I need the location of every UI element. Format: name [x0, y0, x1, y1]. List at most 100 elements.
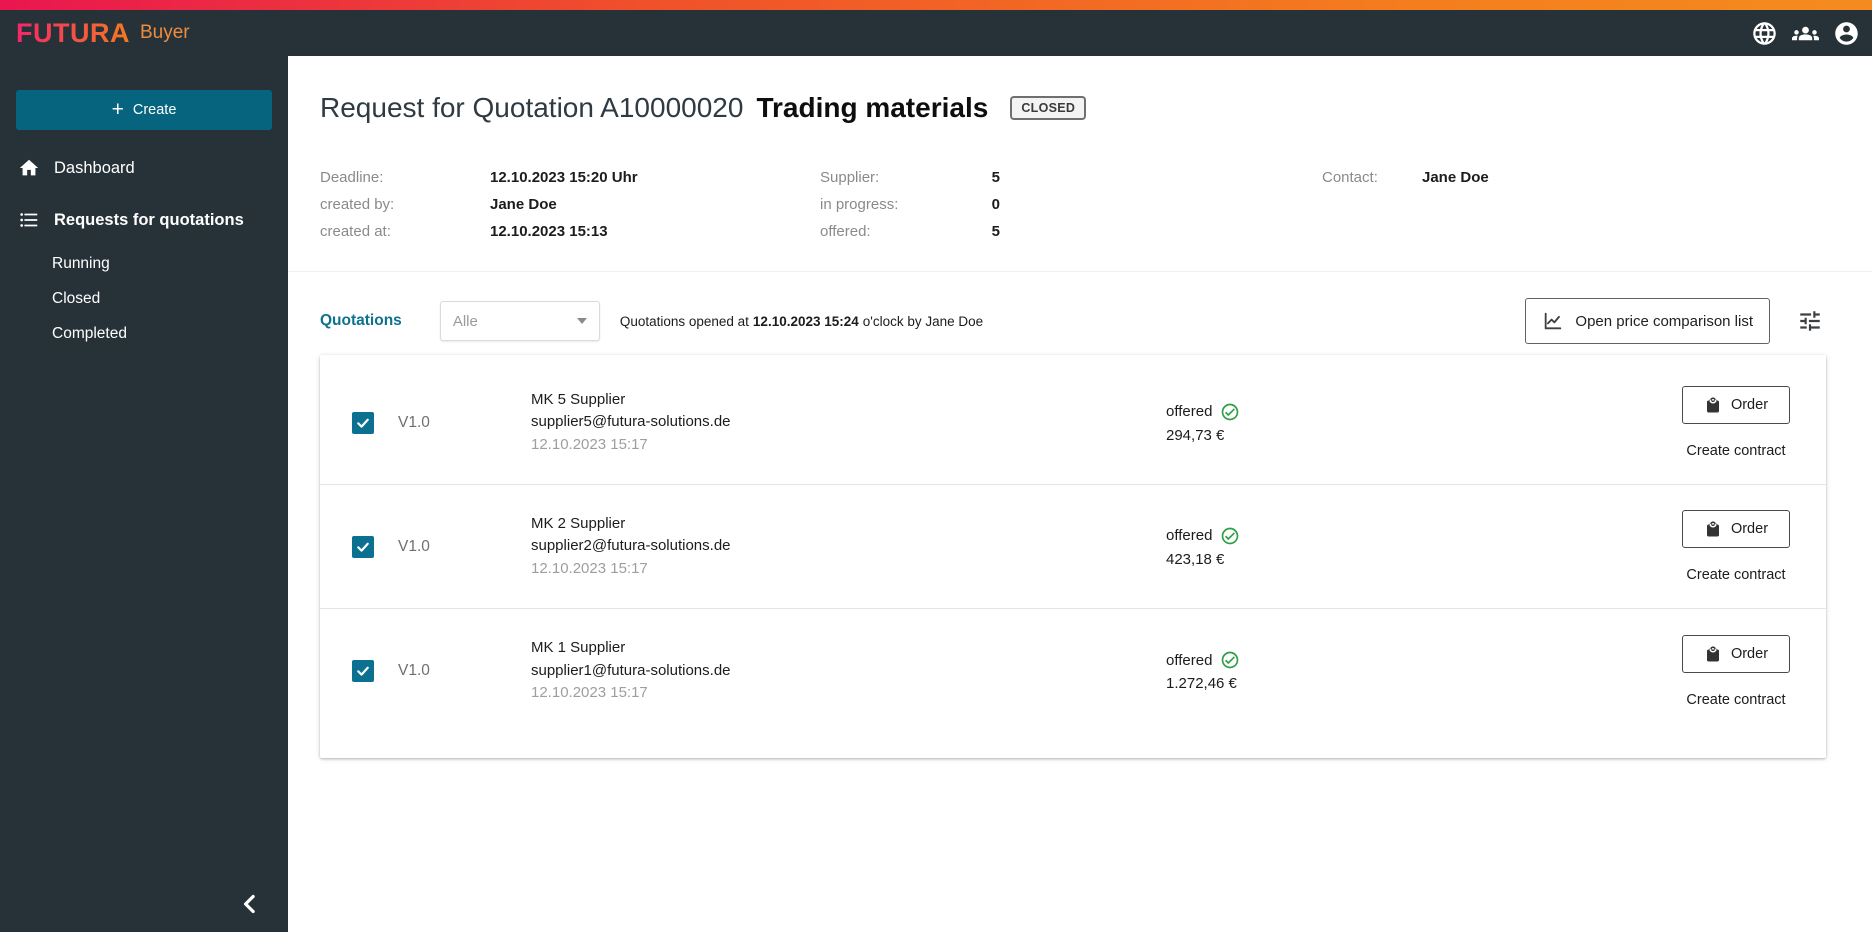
submitted-date: 12.10.2023 15:17: [531, 559, 648, 577]
version-label: V1.0: [398, 413, 430, 431]
offer-price: 1.272,46 €: [1166, 675, 1237, 692]
opened-prefix: Quotations opened at: [619, 313, 749, 329]
offer-status: offered 294,73 €: [1166, 402, 1240, 444]
main-content: Request for Quotation A10000020 Trading …: [288, 56, 1872, 932]
list-icon: [20, 213, 38, 227]
check-icon: [357, 666, 369, 676]
filter-settings-button[interactable]: [1794, 305, 1826, 337]
meta-label: created at:: [320, 223, 391, 240]
meta-section: Deadline: 12.10.2023 15:20 Uhr created by…: [320, 164, 1826, 245]
filter-selected-value: Alle: [452, 312, 478, 330]
supplier-email: supplier2@futura-solutions.de: [531, 537, 731, 555]
meta-column-dates: Deadline: 12.10.2023 15:20 Uhr created by…: [320, 164, 820, 245]
meta-value: 5: [991, 169, 1000, 186]
quotations-card: V1.0 MK 5 Supplier supplier5@futura-solu…: [320, 355, 1826, 758]
order-button[interactable]: Order: [1682, 386, 1790, 424]
shopping-bag-icon: [1706, 646, 1719, 661]
row-checkbox[interactable]: [352, 660, 374, 682]
opened-info-text: Quotations opened at 12.10.2023 15:24 o'…: [620, 314, 983, 329]
supplier-info: MK 2 Supplier supplier2@futura-solutions…: [531, 513, 731, 581]
tune-icon: [1800, 311, 1820, 331]
submitted-date: 12.10.2023 15:17: [531, 684, 648, 702]
status-label: offered: [1166, 403, 1213, 420]
section-divider: [288, 271, 1872, 272]
create-contract-link[interactable]: Create contract: [1686, 567, 1786, 583]
offer-price: 423,18 €: [1166, 550, 1225, 568]
toolbar-right: Open price comparison list: [1525, 298, 1826, 344]
sidebar-item-label: Dashboard: [54, 158, 135, 177]
offer-status: offered 423,18 €: [1166, 526, 1240, 568]
meta-value: 12.10.2023 15:13: [490, 223, 608, 240]
meta-label: created by:: [320, 196, 395, 213]
globe-icon[interactable]: [1751, 20, 1778, 47]
page-title-secondary: Trading materials: [756, 92, 989, 123]
status-label: offered: [1166, 527, 1213, 544]
row-actions: Order Create contract: [1678, 634, 1794, 708]
page-title: Request for Quotation A10000020 Trading …: [320, 92, 1826, 124]
account-icon[interactable]: [1833, 20, 1860, 47]
supplier-name: MK 2 Supplier: [531, 514, 626, 532]
sidebar-collapse-button[interactable]: [230, 884, 270, 924]
quotation-row: V1.0 MK 1 Supplier supplier1@futura-solu…: [320, 609, 1826, 733]
sidebar-subitem-label: Closed: [52, 289, 101, 307]
brand-product-label: Buyer: [139, 22, 190, 43]
submitted-date: 12.10.2023 15:17: [531, 435, 648, 453]
order-button[interactable]: Order: [1682, 634, 1790, 673]
order-button-label: Order: [1730, 645, 1769, 662]
open-price-comparison-button[interactable]: Open price comparison list: [1525, 298, 1770, 344]
open-price-comparison-label: Open price comparison list: [1575, 312, 1753, 330]
chevron-left-icon: [244, 894, 255, 914]
order-button[interactable]: Order: [1682, 510, 1790, 548]
meta-value: Jane Doe: [490, 196, 557, 213]
sidebar-item-requests-for-quotations[interactable]: Requests for quotations: [0, 194, 288, 246]
status-label: offered: [1166, 651, 1213, 669]
meta-value: 0: [991, 196, 1000, 213]
sidebar-item-label: Requests for quotations: [54, 210, 244, 229]
sidebar-subitem-running[interactable]: Running: [0, 246, 288, 281]
row-actions: Order Create contract: [1678, 386, 1794, 459]
chart-icon: [1545, 312, 1562, 330]
create-contract-link[interactable]: Create contract: [1686, 443, 1786, 459]
order-button-label: Order: [1730, 521, 1769, 537]
sidebar-subitem-completed[interactable]: Completed: [0, 316, 288, 351]
offer-status: offered 1.272,46 €: [1166, 650, 1240, 692]
meta-label: in progress:: [820, 196, 899, 213]
groups-icon[interactable]: [1792, 20, 1819, 47]
sidebar: + Create Dashboard Requests for quotatio…: [0, 56, 288, 932]
meta-label: Supplier:: [820, 169, 880, 186]
plus-icon: +: [111, 97, 124, 121]
sidebar-nav: Dashboard Requests for quotations Runnin…: [0, 142, 288, 351]
create-button-label: Create: [132, 102, 177, 118]
shopping-bag-icon: [1706, 521, 1719, 537]
quotations-toolbar: Quotations Alle Quotations opened at 12.…: [320, 298, 1826, 344]
check-circle-icon: [1222, 527, 1239, 544]
supplier-info: MK 1 Supplier supplier1@futura-solutions…: [531, 637, 731, 705]
brand-logo: FUTURA: [16, 17, 130, 48]
page-title-main: Request for Quotation A10000020: [320, 92, 744, 123]
sidebar-subitem-closed[interactable]: Closed: [0, 281, 288, 316]
supplier-email: supplier1@futura-solutions.de: [531, 661, 731, 679]
order-button-label: Order: [1730, 397, 1769, 413]
meta-value: 5: [991, 223, 1000, 240]
sidebar-item-dashboard[interactable]: Dashboard: [0, 142, 288, 194]
app-header: FUTURA Buyer: [0, 10, 1872, 56]
header-icons: [1751, 20, 1860, 47]
opened-datetime: 12.10.2023 15:24: [752, 313, 859, 329]
row-checkbox[interactable]: [352, 535, 374, 558]
supplier-email: supplier5@futura-solutions.de: [531, 413, 731, 431]
check-circle-icon: [1222, 651, 1239, 669]
check-circle-icon: [1222, 403, 1239, 420]
sidebar-subitem-label: Running: [52, 254, 110, 272]
create-button[interactable]: + Create: [16, 90, 272, 130]
meta-value: Jane Doe: [1422, 169, 1489, 186]
create-contract-link[interactable]: Create contract: [1686, 691, 1786, 708]
supplier-name: MK 1 Supplier: [531, 639, 626, 657]
version-label: V1.0: [398, 537, 430, 555]
meta-label: Contact:: [1322, 169, 1378, 186]
check-icon: [357, 418, 369, 428]
quotations-filter-select[interactable]: Alle: [439, 301, 600, 341]
version-label: V1.0: [398, 662, 430, 679]
row-checkbox[interactable]: [352, 411, 374, 434]
offer-price: 294,73 €: [1166, 426, 1225, 444]
supplier-name: MK 5 Supplier: [531, 390, 626, 408]
